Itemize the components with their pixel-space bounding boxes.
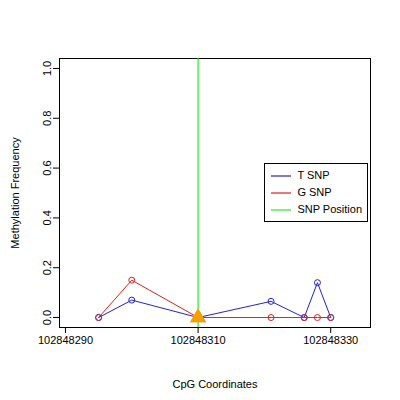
svg-text:0.0: 0.0 [41, 310, 53, 325]
html-text:G SNP: G SNP [297, 186, 332, 198]
html-text:SNP Position: SNP Position [297, 203, 362, 215]
svg-text:Methylation Frequency: Methylation Frequency [9, 137, 21, 249]
svg-text:0.2: 0.2 [41, 260, 53, 275]
svg-text:102848330: 102848330 [303, 334, 358, 346]
svg-text:102848290: 102848290 [38, 334, 93, 346]
html-text:T SNP: T SNP [297, 169, 330, 181]
svg-text:CpG Coordinates: CpG Coordinates [173, 378, 258, 390]
svg-text:1.0: 1.0 [41, 61, 53, 76]
svg-text:0.4: 0.4 [41, 210, 53, 225]
svg-text:102848310: 102848310 [171, 334, 226, 346]
svg-text:0.6: 0.6 [41, 160, 53, 175]
svg-text:0.8: 0.8 [41, 111, 53, 126]
